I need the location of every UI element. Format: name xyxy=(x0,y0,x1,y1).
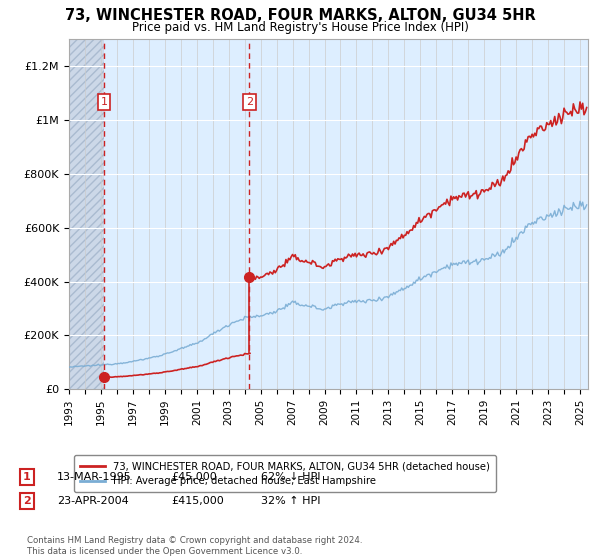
Text: 13-MAR-1995: 13-MAR-1995 xyxy=(57,472,132,482)
Legend: 73, WINCHESTER ROAD, FOUR MARKS, ALTON, GU34 5HR (detached house), HPI: Average : 73, WINCHESTER ROAD, FOUR MARKS, ALTON, … xyxy=(74,455,496,492)
Text: £415,000: £415,000 xyxy=(171,496,224,506)
Text: 73, WINCHESTER ROAD, FOUR MARKS, ALTON, GU34 5HR: 73, WINCHESTER ROAD, FOUR MARKS, ALTON, … xyxy=(65,8,535,24)
Text: 23-APR-2004: 23-APR-2004 xyxy=(57,496,129,506)
Text: 32% ↑ HPI: 32% ↑ HPI xyxy=(261,496,320,506)
Text: 1: 1 xyxy=(23,472,31,482)
Text: Contains HM Land Registry data © Crown copyright and database right 2024.
This d: Contains HM Land Registry data © Crown c… xyxy=(27,536,362,556)
Text: £45,000: £45,000 xyxy=(171,472,217,482)
Text: 62% ↓ HPI: 62% ↓ HPI xyxy=(261,472,320,482)
Text: Price paid vs. HM Land Registry's House Price Index (HPI): Price paid vs. HM Land Registry's House … xyxy=(131,21,469,34)
Text: 1: 1 xyxy=(101,97,107,107)
Bar xyxy=(69,39,104,389)
Text: 2: 2 xyxy=(23,496,31,506)
Text: 2: 2 xyxy=(246,97,253,107)
